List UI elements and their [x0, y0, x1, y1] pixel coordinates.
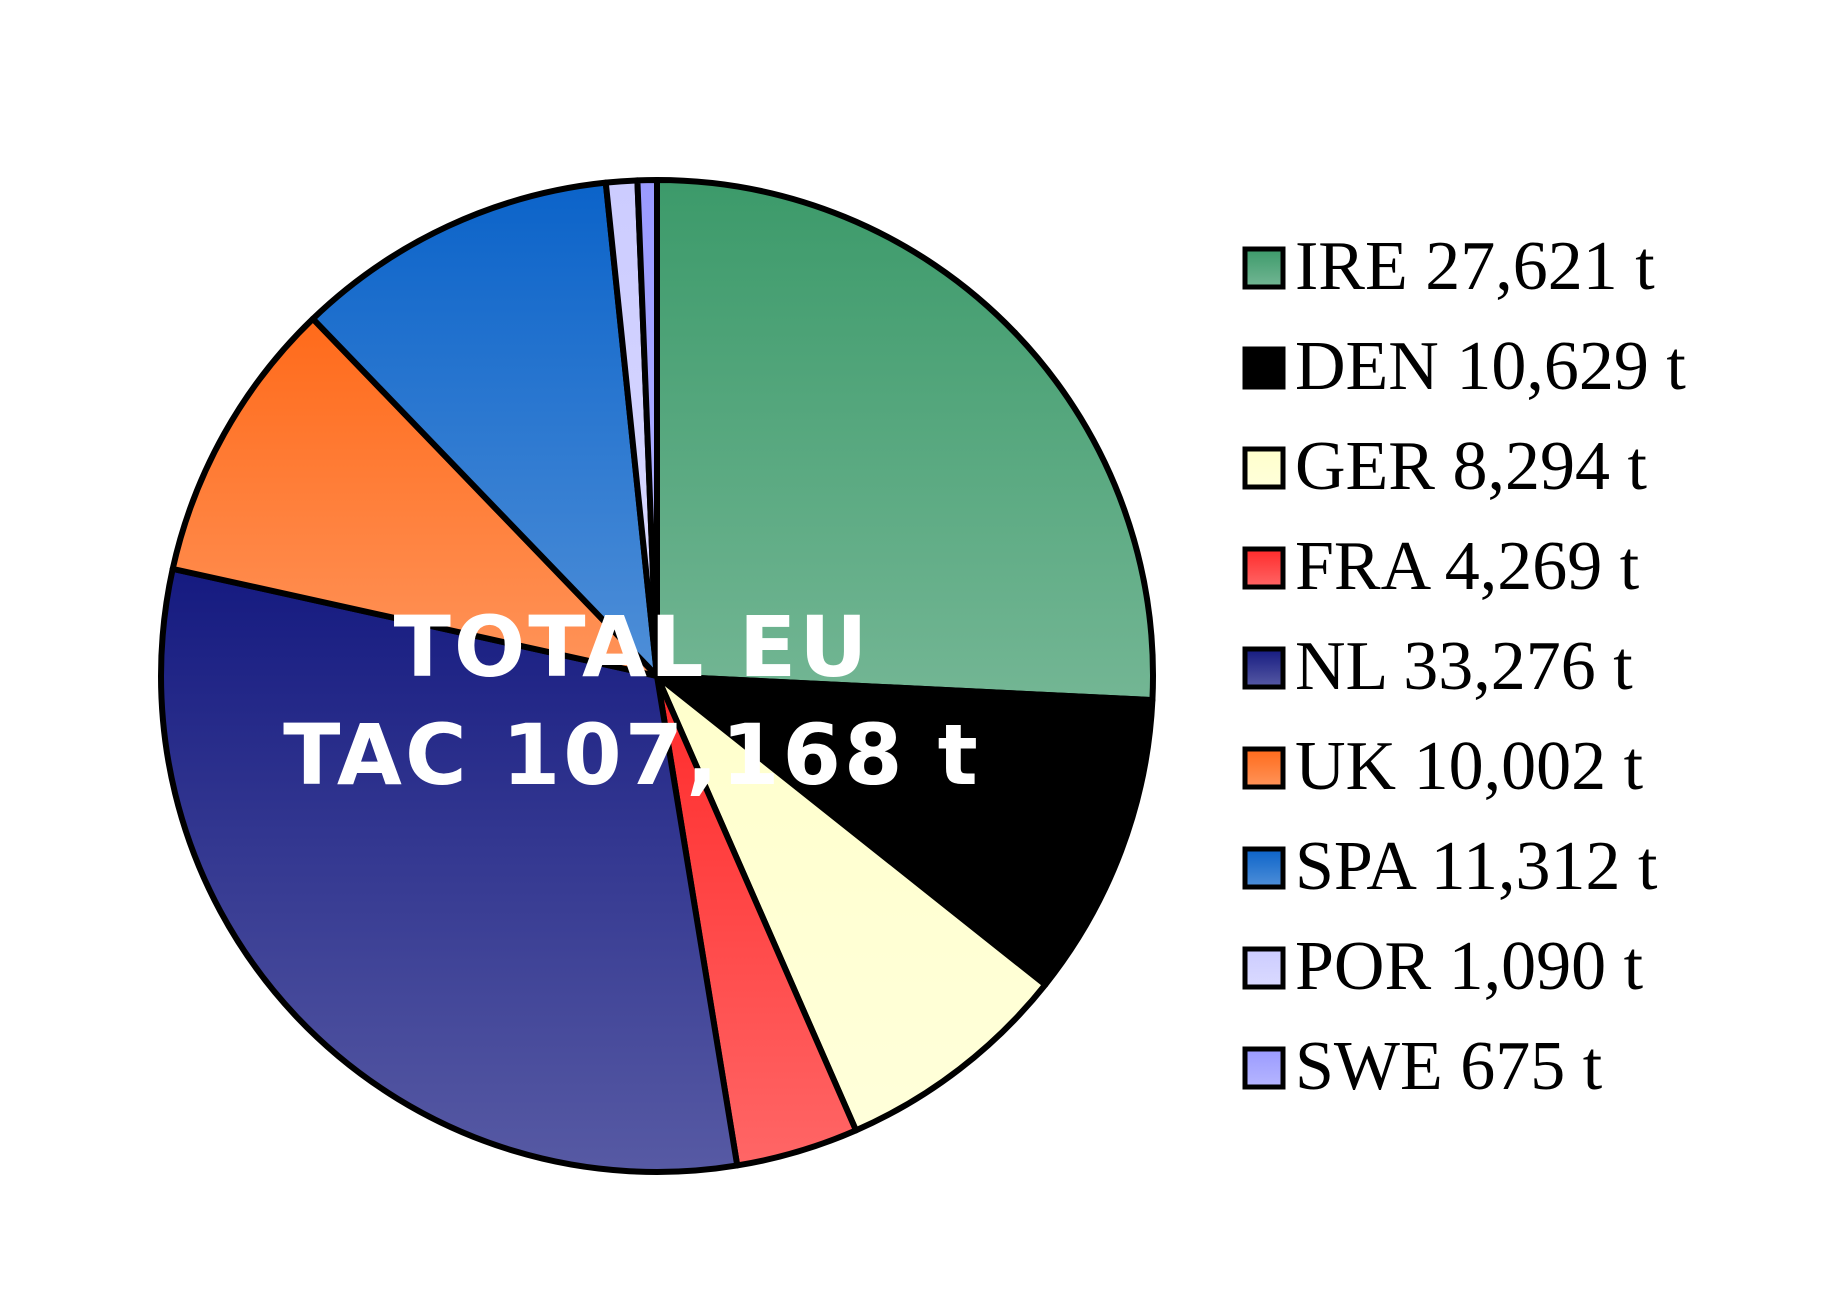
pie-slice-den — [654, 673, 1156, 988]
pie-slice-ire — [654, 177, 1156, 704]
legend-swatch-ger — [1242, 446, 1286, 490]
legend-item-den: DEN 10,629 t — [1242, 328, 1686, 405]
legend-item-uk: UK 10,002 t — [1242, 728, 1644, 805]
pie-slice-nl — [158, 565, 741, 1175]
pie-slice-ger — [654, 673, 1049, 1134]
total-label-line-2: TAC 107,168 t — [283, 706, 981, 804]
legend-item-por: POR 1,090 t — [1242, 928, 1644, 1005]
total-eu-label: TOTAL EU TAC 107,168 t — [283, 598, 981, 804]
legend-label-ger: GER 8,294 t — [1295, 428, 1648, 505]
legend: IRE 27,621 t DEN 10,629 t GER 8,294 t FRA 4… — [1242, 228, 1686, 1105]
legend-swatch-ire — [1242, 246, 1286, 290]
legend-label-nl: NL 33,276 t — [1295, 628, 1633, 705]
legend-label-swe: SWE 675 t — [1295, 1028, 1603, 1105]
pie-slice-uk — [169, 315, 660, 679]
legend-swatch-swe — [1242, 1046, 1286, 1090]
legend-label-uk: UK 10,002 t — [1295, 728, 1644, 805]
pie-slices — [158, 177, 1156, 1175]
total-label-line-1: TOTAL EU — [394, 598, 871, 696]
legend-label-por: POR 1,090 t — [1295, 928, 1644, 1005]
legend-swatch-por — [1242, 946, 1286, 990]
legend-swatch-fra — [1242, 546, 1286, 590]
legend-item-spa: SPA 11,312 t — [1242, 828, 1658, 905]
legend-label-fra: FRA 4,269 t — [1295, 528, 1640, 605]
pie-slice-spa — [309, 179, 660, 679]
legend-swatch-uk — [1242, 746, 1286, 790]
legend-swatch-spa — [1242, 846, 1286, 890]
legend-label-spa: SPA 11,312 t — [1295, 828, 1658, 905]
legend-swatch-den — [1242, 346, 1286, 390]
legend-item-ire: IRE 27,621 t — [1242, 228, 1655, 305]
legend-item-swe: SWE 675 t — [1242, 1028, 1603, 1105]
legend-item-nl: NL 33,276 t — [1242, 628, 1633, 705]
pie-slice-swe — [634, 177, 660, 679]
legend-item-fra: FRA 4,269 t — [1242, 528, 1640, 605]
legend-label-den: DEN 10,629 t — [1295, 328, 1686, 405]
legend-item-ger: GER 8,294 t — [1242, 428, 1648, 505]
legend-swatch-nl — [1242, 646, 1286, 690]
legend-label-ire: IRE 27,621 t — [1295, 228, 1655, 305]
